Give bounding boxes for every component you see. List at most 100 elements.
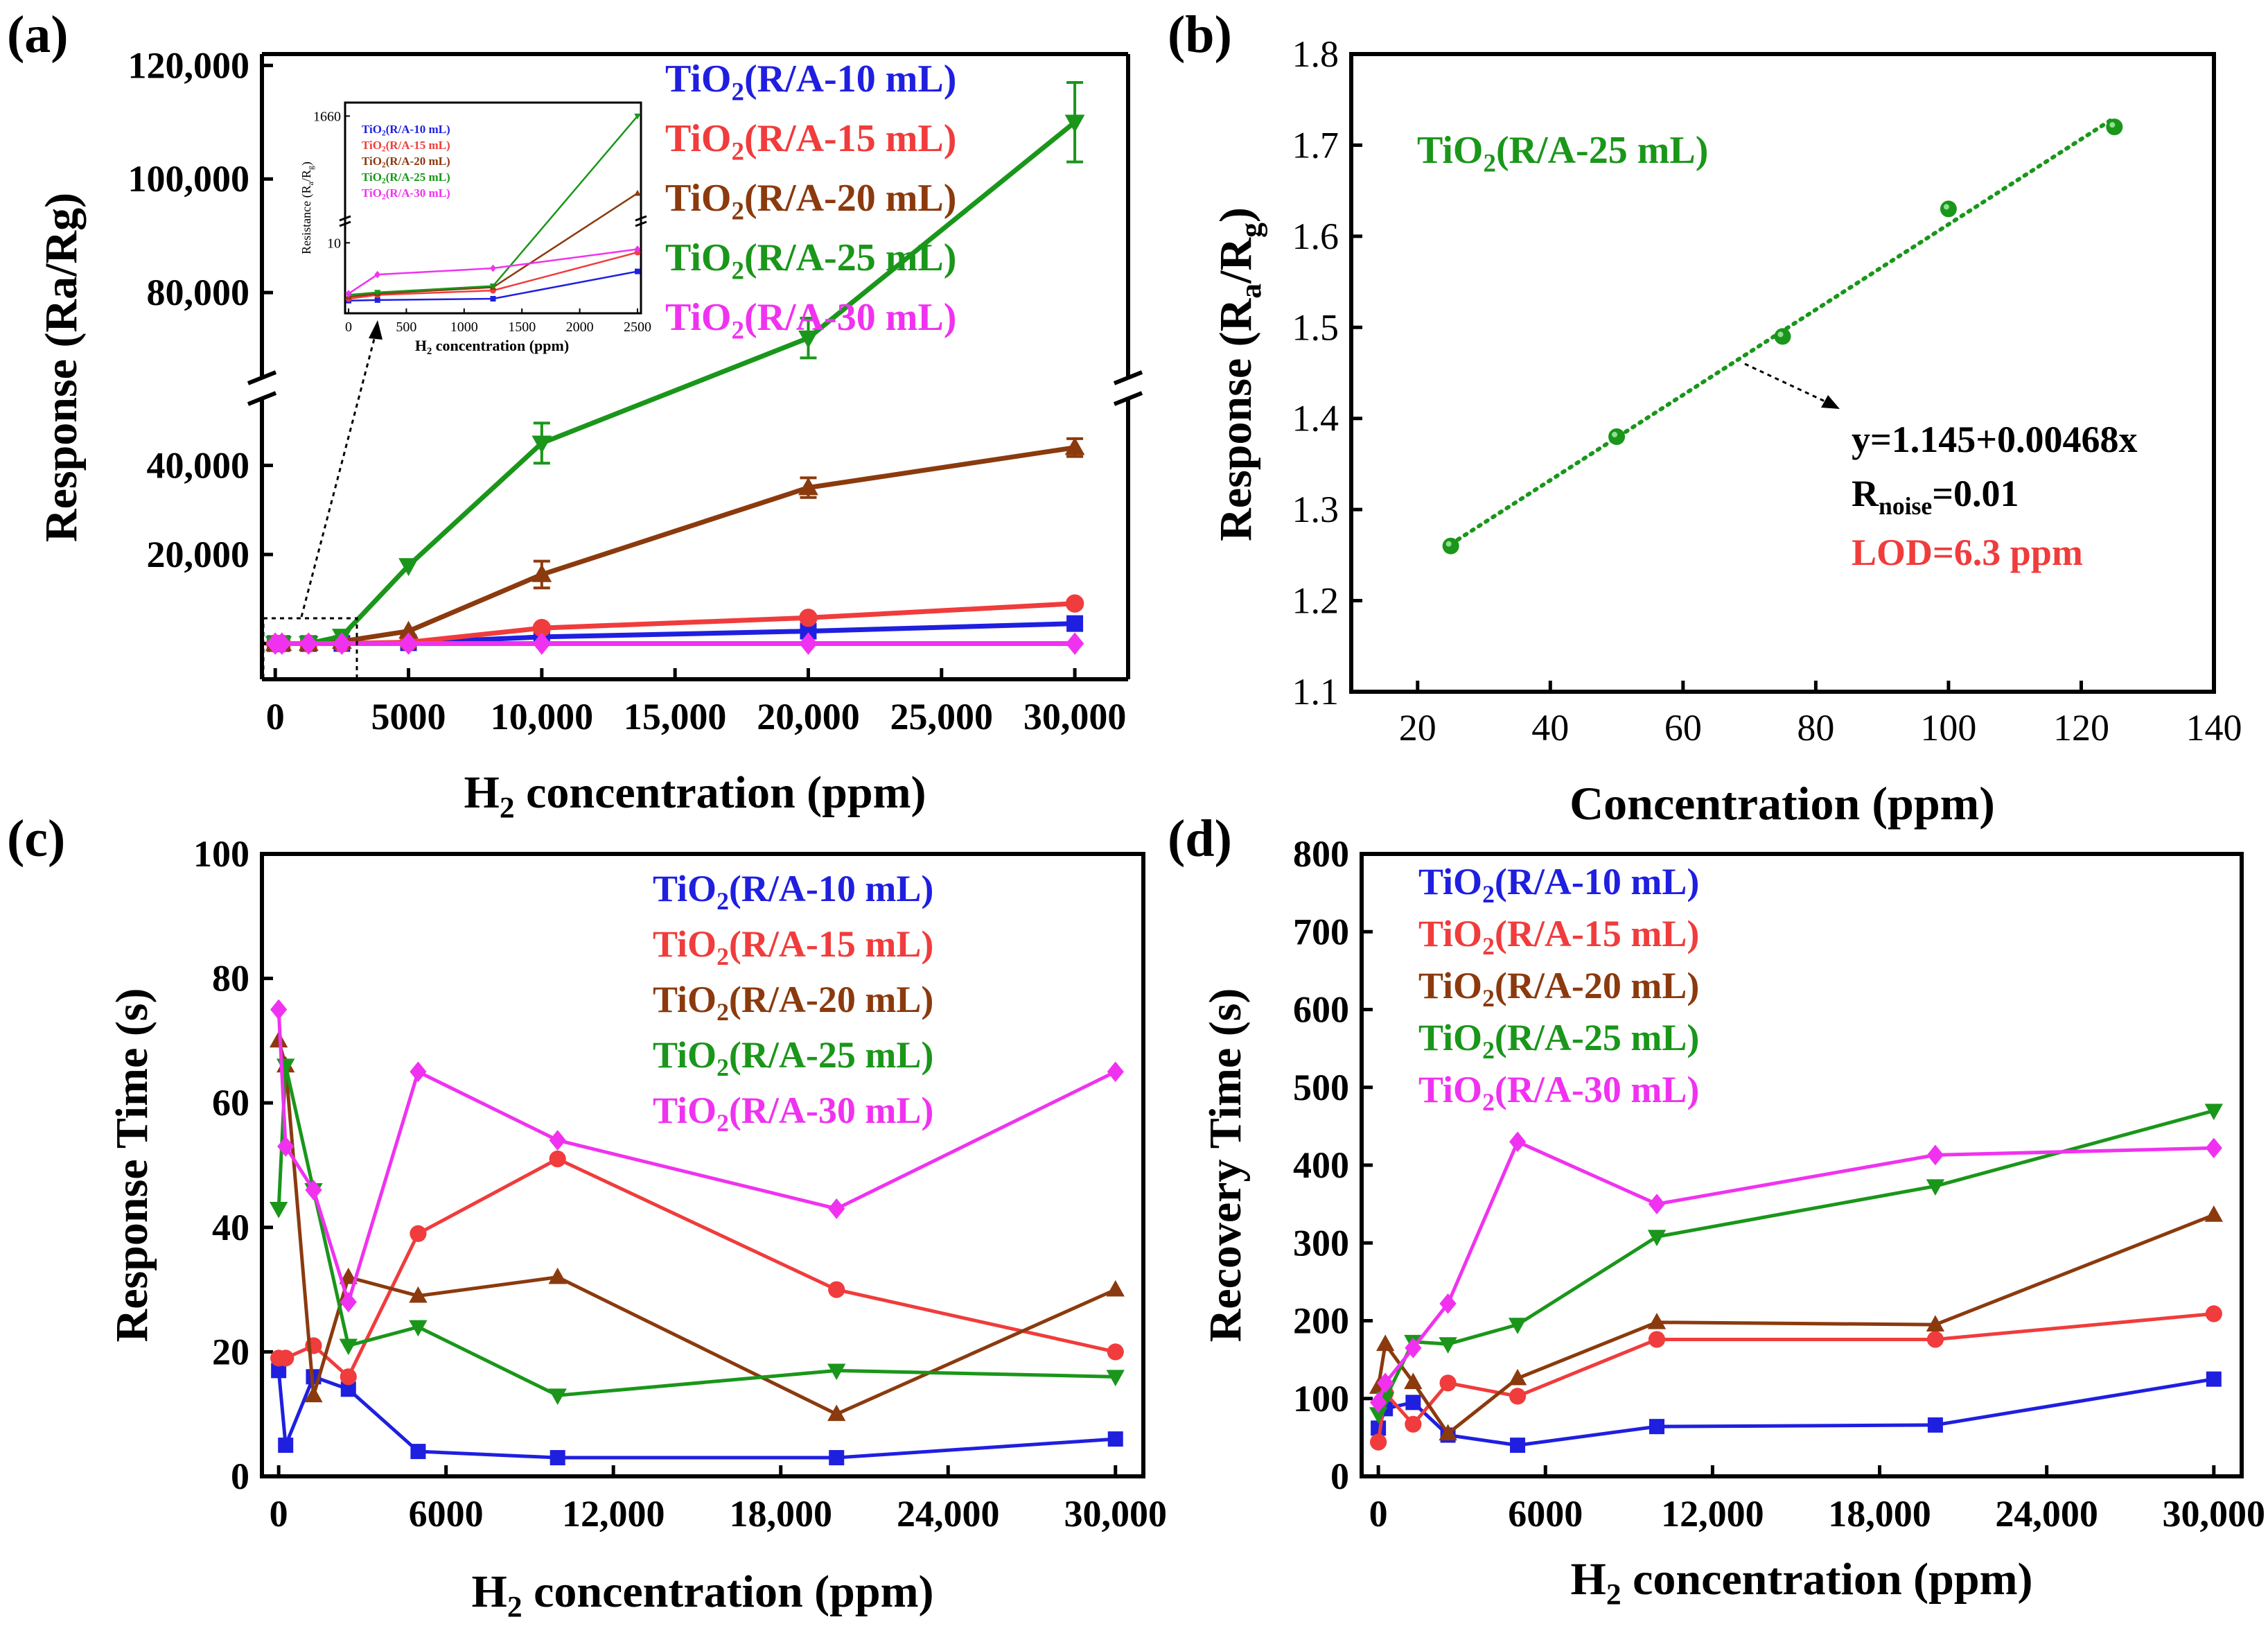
x-tick-label: 100 (1920, 707, 1976, 749)
inset-y-axis-label-part: a (306, 181, 315, 185)
inset-legend-entry-part: (R/A-20 mL) (386, 155, 450, 168)
inset-legend-entry-part: TiO (362, 123, 382, 136)
y-tick-label: 500 (1293, 1067, 1349, 1108)
legend-entry-part: (R/A-15 mL) (1495, 913, 1699, 954)
legend-entry-part: 2 (731, 315, 744, 344)
data-point (409, 1286, 428, 1303)
inset-legend-entry: TiO2(R/A-30 mL) (362, 186, 450, 202)
legend-entry-part: (R/A-25 mL) (744, 236, 956, 279)
x-tick-label: 24,000 (897, 1493, 1000, 1535)
data-point (398, 558, 419, 577)
inset-y-axis-label-part: /R (299, 170, 313, 182)
x-axis-label-part: concentration (ppm) (522, 1566, 934, 1617)
data-point (548, 1388, 567, 1406)
data-point (1439, 1293, 1457, 1314)
panel-d: (d) 0 6000 12,000 18,000 24,000 30,000 0 100 200 3… (1168, 810, 2265, 1612)
data-point (1439, 1424, 1457, 1441)
inset-data-point (490, 264, 496, 272)
y-tick-label: 1.7 (1292, 124, 1339, 166)
inset-series-line (348, 115, 638, 296)
legend-entry-part: 2 (1482, 880, 1495, 908)
y-tick-label: 1.5 (1292, 306, 1339, 348)
data-point (271, 1363, 287, 1379)
legend-entry-part: 2 (717, 943, 729, 970)
series-label-part: TiO (1417, 129, 1483, 172)
data-point (828, 1198, 845, 1219)
inset-y-tick-label: 10 (327, 236, 341, 251)
panel-a: (a)0 5000 10,000 15,000 20,000 25,000 30,00020… (7, 6, 1143, 825)
noise-annotation-part: R (1852, 473, 1879, 514)
legend-entry: TiO2(R/A-30 mL) (653, 1090, 933, 1137)
series-line (1376, 1311, 2215, 1442)
legend-entry: TiO2(R/A-25 mL) (665, 236, 956, 284)
legend-entry-part: (R/A-20 mL) (1495, 965, 1699, 1006)
legend-entry: TiO2(R/A-10 mL) (653, 868, 933, 915)
legend-entry-part: 2 (717, 887, 729, 915)
inset-legend-entry-part: (R/A-30 mL) (386, 186, 450, 200)
zoom-arrow-line (300, 325, 379, 618)
data-point (532, 632, 552, 655)
legend-entry-part: TiO (1418, 965, 1482, 1006)
x-tick-label: 25,000 (890, 696, 994, 737)
legend-entry-part: (R/A-15 mL) (729, 923, 933, 965)
x-axis-label-part: H (464, 767, 499, 818)
inset-legend-entry-part: 2 (382, 193, 386, 202)
x-axis-label-part: concentration (ppm) (515, 767, 926, 818)
y-axis-label-part: Response (R (1211, 297, 1261, 541)
inset-legend-entry-part: 2 (382, 177, 386, 186)
x-tick-label: 30,000 (1064, 1493, 1167, 1535)
panel-c-label: (c) (7, 810, 65, 868)
inset-legend-entry-part: TiO (362, 139, 382, 152)
x-axis-label: Concentration (ppm) (1570, 777, 1995, 830)
x-tick-label: 140 (2186, 707, 2242, 749)
x-tick-label: 5000 (371, 696, 446, 737)
data-point (299, 632, 318, 655)
inset-legend-entry-part: 2 (382, 161, 386, 170)
data-point (1066, 615, 1084, 632)
inset-data-point (634, 268, 640, 274)
x-tick-label: 60 (1664, 707, 1702, 749)
series-label: TiO2(R/A-25 mL) (1417, 129, 1708, 177)
data-point (304, 1386, 323, 1403)
data-point (278, 1438, 294, 1453)
data-point (333, 632, 351, 655)
legend-entry: TiO2(R/A-30 mL) (665, 296, 956, 344)
data-point (549, 1130, 566, 1151)
legend-entry-part: (R/A-10 mL) (729, 868, 933, 909)
inset-x-axis-label-part: H (415, 337, 427, 354)
data-point (828, 1281, 845, 1298)
data-point (270, 999, 288, 1020)
x-tick-label: 24,000 (1995, 1493, 2098, 1535)
data-point (2206, 1371, 2222, 1387)
y-tick-label: 600 (1293, 989, 1349, 1031)
y-tick-label: 1.4 (1292, 398, 1339, 439)
inset-legend-entry-part: 2 (382, 146, 386, 154)
data-point-highlight (1777, 331, 1784, 338)
legend-entry-part: TiO (1418, 1069, 1482, 1110)
data-point (409, 1320, 428, 1337)
legend-entry: TiO2(R/A-15 mL) (653, 923, 933, 970)
legend-entry-part: TiO (653, 1090, 717, 1131)
x-axis-label: H2 concentration (ppm) (1570, 1554, 2032, 1612)
data-point (799, 632, 818, 655)
x-tick-label: 12,000 (562, 1493, 665, 1535)
y-axis-label: Recovery Time (s) (1200, 988, 1251, 1343)
data-point (1926, 1144, 1944, 1166)
data-point (2205, 1305, 2222, 1322)
x-tick-label: 120 (2053, 707, 2109, 749)
legend-entry: TiO2(R/A-15 mL) (665, 117, 956, 165)
y-axis-label: Response (Ra/Rg) (36, 193, 87, 542)
legend-entry: TiO2(R/A-20 mL) (665, 177, 956, 225)
data-point (1442, 537, 1459, 554)
legend-entry-part: 2 (717, 998, 729, 1026)
data-point-highlight (1445, 541, 1452, 547)
legend-entry-part: TiO (665, 236, 731, 279)
y-tick-label: 400 (1293, 1144, 1349, 1186)
inset-legend-entry-part: (R/A-25 mL) (386, 171, 450, 184)
legend-entry-part: TiO (665, 296, 731, 339)
y-axis-label-part: ) (1211, 207, 1261, 222)
series-line (1376, 1109, 2215, 1415)
series-line (275, 445, 1075, 647)
inset-series-line (348, 251, 638, 300)
inset-frame (344, 101, 642, 315)
